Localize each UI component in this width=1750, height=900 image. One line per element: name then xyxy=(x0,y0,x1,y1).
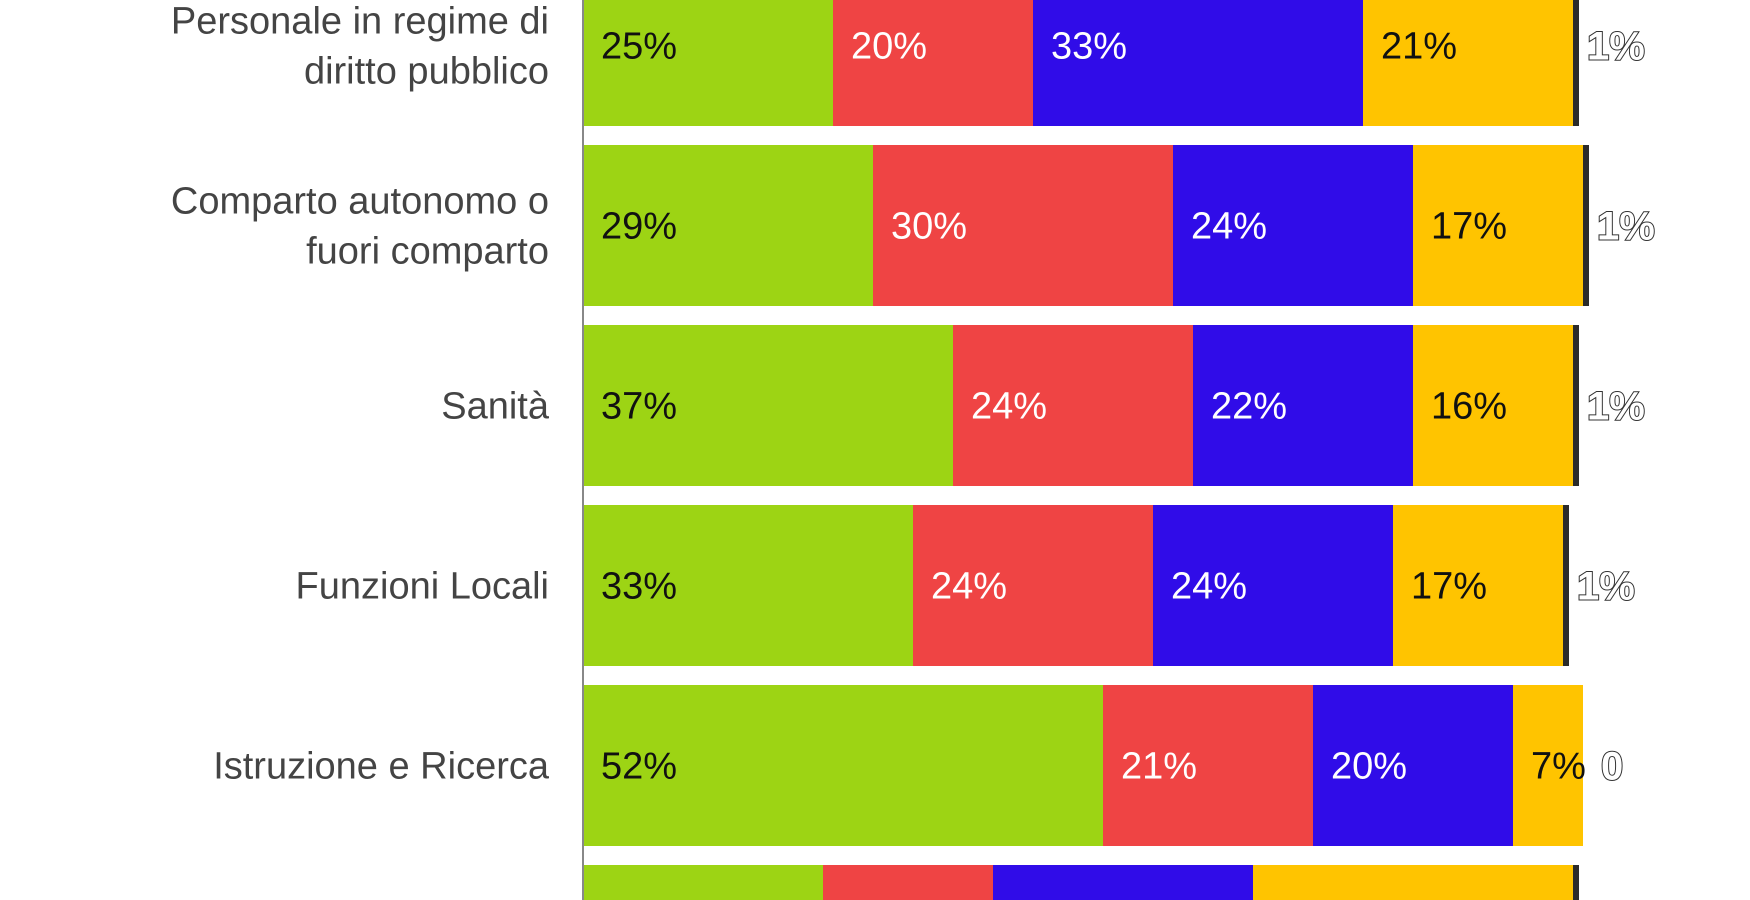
bar-segment xyxy=(1363,0,1573,126)
segment-value-label: 17% xyxy=(1411,566,1487,608)
bar-segment xyxy=(833,0,1033,126)
segment-value-label: 16% xyxy=(1431,386,1507,428)
category-label: fuori comparto xyxy=(306,231,549,273)
bar-segment xyxy=(583,505,913,666)
bar-segment xyxy=(1253,865,1573,900)
segment-value-label: 20% xyxy=(851,26,927,68)
bar-segment xyxy=(1513,685,1583,846)
bar-segment xyxy=(823,865,993,900)
bar-segment xyxy=(1033,0,1363,126)
segment-value-label: 33% xyxy=(1051,26,1127,68)
bar-segment xyxy=(1563,505,1569,666)
segment-value-label: 7% xyxy=(1531,746,1586,788)
segment-value-label: 24% xyxy=(971,386,1047,428)
segment-value-label: 33% xyxy=(601,566,677,608)
segment-value-label: 24% xyxy=(931,566,1007,608)
bar-segment xyxy=(583,325,953,486)
segment-value-label: 24% xyxy=(1191,206,1267,248)
bar-segment xyxy=(913,505,1153,666)
bar-segment xyxy=(953,325,1193,486)
segment-value-label: 21% xyxy=(1381,26,1457,68)
bar-segment xyxy=(583,685,1103,846)
category-label: Funzioni Locali xyxy=(296,566,549,608)
bar-segment xyxy=(1413,145,1583,306)
bar-segment xyxy=(1393,505,1563,666)
segment-value-label: 52% xyxy=(601,746,677,788)
segment-value-label: 37% xyxy=(601,386,677,428)
bar-segment xyxy=(1153,505,1393,666)
bar-segment xyxy=(993,865,1253,900)
bar-segment xyxy=(583,865,823,900)
segment-value-label: 25% xyxy=(601,26,677,68)
outside-value-label: 1% xyxy=(1587,25,1645,69)
segment-value-label: 22% xyxy=(1211,386,1287,428)
segment-value-label: 30% xyxy=(891,206,967,248)
category-label: diritto pubblico xyxy=(304,51,549,93)
bar-segment xyxy=(583,0,833,126)
segment-value-label: 29% xyxy=(601,206,677,248)
category-label: Sanità xyxy=(441,386,550,428)
bar-segment xyxy=(1573,325,1579,486)
bar-segment xyxy=(1313,685,1513,846)
outside-value-label: 0 xyxy=(1601,745,1623,789)
bar-segment xyxy=(583,145,873,306)
outside-value-label: 1% xyxy=(1587,385,1645,429)
segment-value-label: 20% xyxy=(1331,746,1407,788)
bar-segment xyxy=(1583,145,1589,306)
outside-value-label: 1% xyxy=(1577,565,1635,609)
segment-value-label: 17% xyxy=(1431,206,1507,248)
category-label: Istruzione e Ricerca xyxy=(213,746,550,788)
segment-value-label: 24% xyxy=(1171,566,1247,608)
outside-value-label: 1% xyxy=(1597,205,1655,249)
bar-segment xyxy=(1573,865,1579,900)
bar-segment xyxy=(1173,145,1413,306)
category-label: Comparto autonomo o xyxy=(171,181,549,223)
category-label: Personale in regime di xyxy=(171,1,549,43)
segment-value-label: 21% xyxy=(1121,746,1197,788)
bar-segment xyxy=(1193,325,1413,486)
bar-segment xyxy=(873,145,1173,306)
bar-segment xyxy=(1103,685,1313,846)
bar-segment xyxy=(1573,0,1579,126)
bar-segment xyxy=(1413,325,1573,486)
